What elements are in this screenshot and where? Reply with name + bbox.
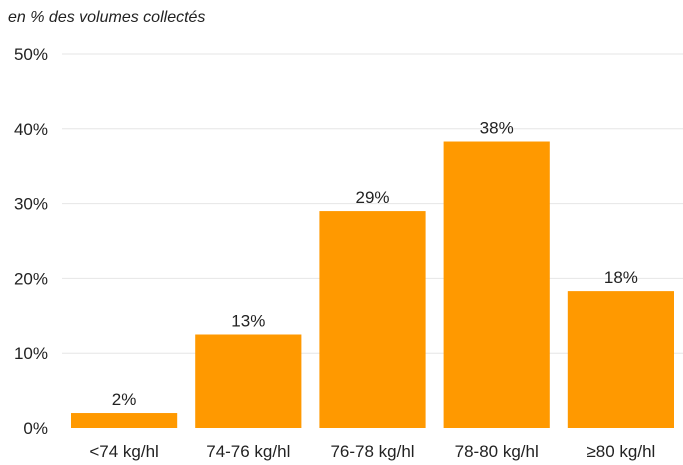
- y-tick-label: 10%: [14, 344, 48, 363]
- x-tick-label: ≥80 kg/hl: [586, 442, 655, 461]
- bar: [443, 141, 550, 429]
- x-tick-label: 74-76 kg/hl: [206, 442, 290, 461]
- y-tick-label: 40%: [14, 120, 48, 139]
- y-tick-label: 0%: [23, 419, 48, 438]
- data-label: 18%: [604, 268, 638, 287]
- x-tick-label: <74 kg/hl: [89, 442, 158, 461]
- x-tick-label: 78-80 kg/hl: [455, 442, 539, 461]
- bar: [567, 291, 674, 428]
- data-label: 38%: [480, 119, 514, 138]
- data-label: 13%: [231, 312, 265, 331]
- y-tick-label: 30%: [14, 195, 48, 214]
- y-tick-label: 20%: [14, 269, 48, 288]
- data-label: 29%: [355, 188, 389, 207]
- y-axis-ticks: 0% 10% 20% 30% 40% 50%: [14, 45, 48, 438]
- data-label: 2%: [112, 390, 137, 409]
- data-labels: 2% 13% 29% 38% 18%: [112, 119, 638, 410]
- bars: [71, 141, 674, 429]
- bar: [71, 413, 178, 428]
- x-tick-label: 76-78 kg/hl: [330, 442, 414, 461]
- y-tick-label: 50%: [14, 45, 48, 64]
- chart-subtitle: en % des volumes collectés: [8, 9, 206, 26]
- bar: [195, 334, 302, 428]
- x-axis-labels: <74 kg/hl 74-76 kg/hl 76-78 kg/hl 78-80 kg/…: [89, 442, 655, 461]
- bar: [319, 211, 426, 428]
